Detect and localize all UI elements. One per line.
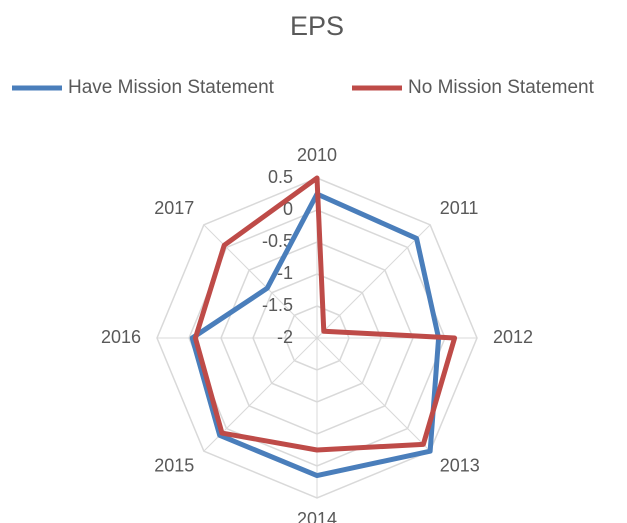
r-tick-label: -0.5 <box>262 231 293 251</box>
series-line <box>189 191 442 479</box>
category-label: 2011 <box>440 198 479 218</box>
grid-ring <box>252 273 382 403</box>
r-tick-label: -2 <box>277 327 293 347</box>
chart-title: EPS <box>290 11 344 41</box>
r-tick-label: 0 <box>283 199 293 219</box>
spoke <box>316 224 431 339</box>
category-label: 2013 <box>440 455 480 475</box>
r-tick-label: -1.5 <box>262 295 293 315</box>
legend-label: Have Mission Statement <box>68 77 275 98</box>
category-label: 2014 <box>297 509 337 523</box>
category-label: 2012 <box>493 327 533 347</box>
category-label: 2015 <box>154 455 194 475</box>
grid-ring <box>156 177 478 499</box>
grid-ring <box>284 305 350 371</box>
legend-label: No Mission Statement <box>408 77 595 98</box>
r-tick-label: 0.5 <box>268 167 293 187</box>
grid-ring <box>220 241 414 435</box>
category-label: 2016 <box>101 327 141 347</box>
category-label: 2010 <box>297 145 337 165</box>
r-tick-label: -1 <box>277 263 293 283</box>
category-label: 2017 <box>154 198 194 218</box>
spoke <box>316 337 431 452</box>
series-line <box>192 175 458 453</box>
